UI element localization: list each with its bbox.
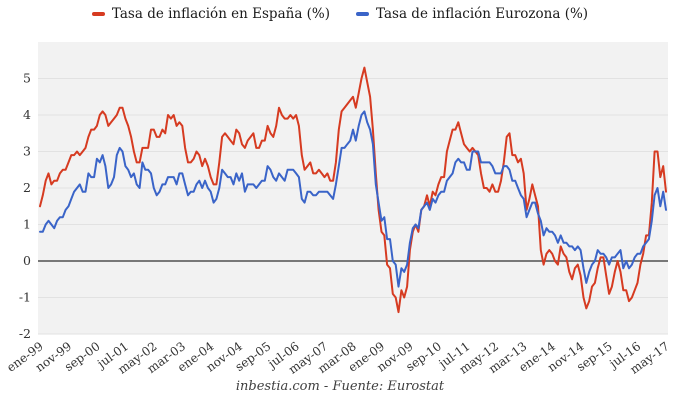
legend-item-spain: Tasa de inflación en España (%) xyxy=(91,6,331,22)
eurozone-series-marker-icon xyxy=(356,12,370,16)
y-tick-label: 2 xyxy=(23,180,31,195)
y-tick-label: 5 xyxy=(23,71,31,86)
eurozone-inflation-line xyxy=(39,110,667,288)
legend-item-eurozone: Tasa de inflación Eurozona (%) xyxy=(356,6,588,22)
chart-legend: Tasa de inflación en España (%) Tasa de … xyxy=(0,6,680,22)
legend-label-spain: Tasa de inflación en España (%) xyxy=(111,6,331,22)
legend-label-eurozone: Tasa de inflación Eurozona (%) xyxy=(376,6,589,22)
spain-inflation-line xyxy=(39,66,667,314)
source-attribution: inbestia.com - Fuente: Eurostat xyxy=(235,379,445,394)
y-tick-label: -1 xyxy=(19,290,31,305)
y-tick-label: 0 xyxy=(23,253,31,268)
y-tick-label: -2 xyxy=(19,326,31,341)
y-tick-label: 4 xyxy=(23,107,31,122)
y-tick-label: 3 xyxy=(23,144,31,159)
spain-series-marker-icon xyxy=(91,12,105,16)
y-tick-label: 1 xyxy=(23,217,31,232)
